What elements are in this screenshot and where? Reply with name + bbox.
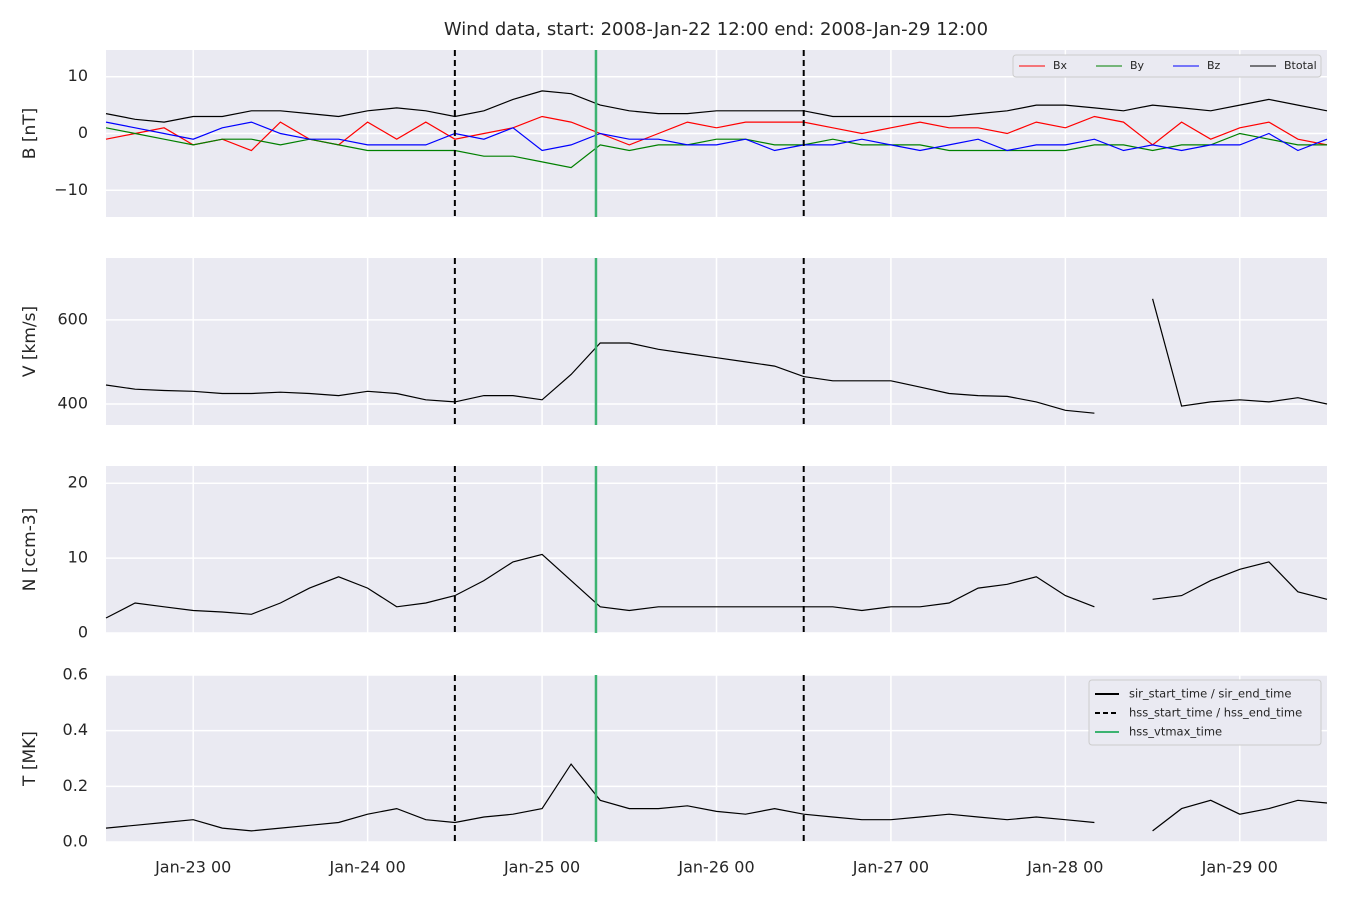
legend-label: sir_start_time / sir_end_time bbox=[1129, 687, 1291, 701]
data-line bbox=[105, 121, 1328, 152]
x-tick-label: Jan-25 00 bbox=[503, 858, 580, 877]
y-axis-label: V [km/s] bbox=[20, 306, 40, 377]
data-line bbox=[105, 763, 1328, 832]
legend-box bbox=[1088, 679, 1322, 746]
x-tick-label: Jan-26 00 bbox=[677, 858, 754, 877]
data-line bbox=[105, 90, 1328, 123]
legend-label: Bz bbox=[1207, 59, 1221, 72]
y-tick-label: 0.4 bbox=[63, 720, 88, 739]
legend-label: By bbox=[1130, 59, 1145, 72]
x-tick-label: Jan-29 00 bbox=[1201, 858, 1278, 877]
y-tick-label: 0 bbox=[78, 623, 88, 642]
data-line bbox=[105, 553, 1328, 619]
y-tick-label: −10 bbox=[54, 180, 88, 199]
y-axis-label: T [MK] bbox=[20, 731, 40, 787]
y-tick-label: 0 bbox=[78, 123, 88, 142]
legend-label: hss_start_time / hss_end_time bbox=[1129, 706, 1302, 720]
x-tick-label: Jan-23 00 bbox=[154, 858, 231, 877]
y-tick-label: 400 bbox=[57, 393, 88, 412]
legend-label: Bx bbox=[1053, 59, 1068, 72]
chart-title: Wind data, start: 2008-Jan-22 12:00 end:… bbox=[444, 19, 988, 40]
x-tick-label: Jan-28 00 bbox=[1026, 858, 1103, 877]
x-tick-label: Jan-27 00 bbox=[852, 858, 929, 877]
x-tick-label: Jan-24 00 bbox=[329, 858, 406, 877]
y-tick-label: 0.6 bbox=[63, 665, 88, 684]
y-tick-label: 10 bbox=[68, 548, 88, 567]
y-axis-label: N [ccm-3] bbox=[20, 508, 40, 592]
legend-label: Btotal bbox=[1284, 59, 1317, 72]
y-tick-label: 0.2 bbox=[63, 776, 88, 795]
legend-box bbox=[1012, 54, 1322, 78]
legend-label: hss_vtmax_time bbox=[1129, 725, 1222, 739]
y-tick-label: 0.0 bbox=[63, 832, 88, 851]
y-tick-label: 600 bbox=[57, 309, 88, 328]
y-tick-label: 20 bbox=[68, 473, 88, 492]
y-axis-label: B [nT] bbox=[20, 108, 40, 160]
y-tick-label: 10 bbox=[68, 66, 88, 85]
data-line bbox=[105, 298, 1328, 414]
